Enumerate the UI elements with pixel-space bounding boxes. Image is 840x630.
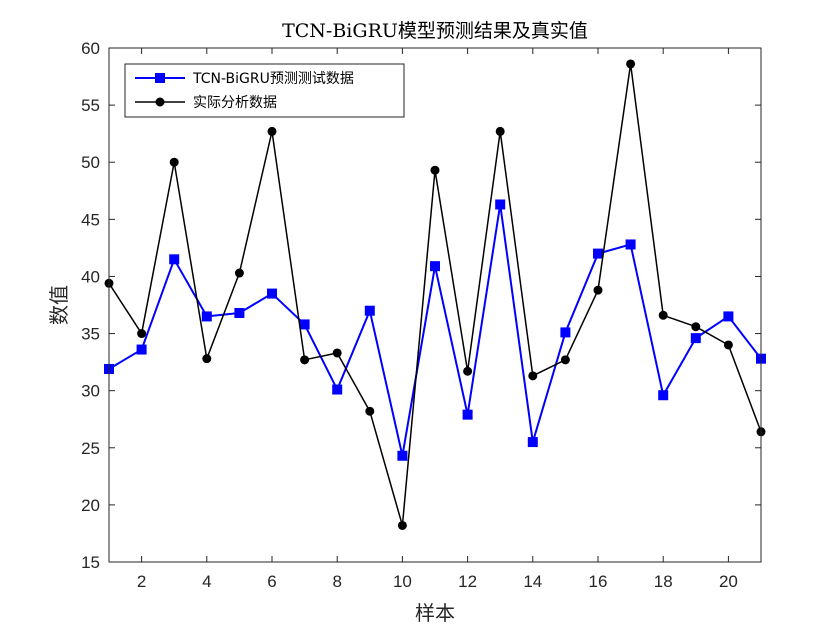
- y-tick-label: 60: [81, 39, 100, 58]
- data-point-actual: [658, 310, 668, 320]
- data-point-predicted: [430, 261, 440, 272]
- legend-box: [124, 63, 405, 118]
- x-tick-label: 16: [589, 572, 608, 591]
- data-point-predicted: [625, 239, 636, 250]
- data-point-predicted: [495, 199, 506, 210]
- data-point-predicted: [397, 450, 408, 461]
- x-tick-label: 14: [523, 572, 542, 591]
- y-tick-label: 50: [81, 153, 100, 172]
- y-tick-label: 20: [81, 496, 100, 515]
- legend-marker-predicted: [155, 73, 165, 83]
- x-tick-label: 8: [332, 572, 341, 591]
- data-point-actual: [169, 157, 179, 167]
- data-point-predicted: [234, 307, 245, 318]
- data-point-actual: [332, 348, 342, 358]
- data-point-actual: [626, 59, 636, 69]
- data-point-actual: [365, 406, 375, 416]
- x-tick-label: 6: [267, 572, 276, 591]
- plot-frame: [108, 47, 762, 563]
- data-point-predicted: [267, 288, 277, 299]
- data-point-actual: [593, 285, 603, 295]
- data-point-predicted: [527, 437, 538, 448]
- axes-layer: 2 4 6 8 10 12 14 16 18 20 15 20 25 30 35 40 45 50 55 60: [81, 39, 761, 591]
- legend-label-actual: 实际分析数据: [193, 95, 277, 111]
- legend-label-predicted: TCN-BiGRU预测测试数据: [192, 71, 354, 87]
- data-point-predicted: [462, 409, 473, 420]
- y-tick-label: 30: [81, 382, 100, 401]
- data-point-actual: [723, 340, 733, 350]
- y-tick-label: 35: [81, 325, 100, 344]
- data-point-predicted: [593, 248, 603, 259]
- legend-marker-actual: [155, 97, 165, 107]
- x-axis-title: 样本: [415, 601, 455, 625]
- data-point-actual: [267, 126, 277, 136]
- data-point-predicted: [658, 390, 669, 401]
- data-point-predicted: [332, 384, 343, 395]
- x-tick-label: 10: [393, 572, 412, 591]
- y-tick-label: 25: [81, 439, 100, 458]
- data-point-predicted: [723, 311, 734, 322]
- x-tick-label: 2: [137, 572, 146, 591]
- y-tick-label: 45: [81, 210, 100, 229]
- x-tick-label: 18: [654, 572, 673, 591]
- y-axis-title: 数值: [47, 285, 71, 325]
- data-point-actual: [397, 520, 407, 530]
- data-point-predicted: [299, 319, 310, 330]
- data-point-actual: [495, 126, 505, 136]
- data-point-actual: [137, 329, 147, 339]
- legend: TCN-BiGRU预测测试数据 实际分析数据: [124, 63, 405, 118]
- data-point-predicted: [690, 333, 701, 344]
- data-point-actual: [300, 355, 310, 365]
- x-tick-label: 20: [719, 572, 738, 591]
- y-tick-label: 40: [81, 267, 100, 286]
- chart-title: TCN-BiGRU模型预测结果及真实值: [282, 20, 588, 42]
- data-point-predicted: [136, 344, 147, 355]
- y-tick-label: 15: [81, 553, 100, 572]
- y-tick-label: 55: [81, 96, 100, 115]
- data-point-actual: [528, 371, 538, 381]
- data-point-predicted: [169, 254, 180, 265]
- data-point-predicted: [560, 327, 571, 338]
- data-point-actual: [202, 354, 212, 364]
- series-layer: [104, 59, 766, 530]
- data-point-actual: [234, 268, 244, 278]
- x-tick-label: 12: [458, 572, 477, 591]
- data-point-actual: [463, 366, 473, 376]
- plot-area: [109, 48, 761, 562]
- data-point-actual: [560, 355, 570, 365]
- data-point-actual: [430, 165, 440, 175]
- data-point-actual: [691, 322, 701, 332]
- data-point-predicted: [364, 305, 375, 316]
- x-tick-label: 4: [202, 572, 211, 591]
- data-point-predicted: [201, 311, 212, 322]
